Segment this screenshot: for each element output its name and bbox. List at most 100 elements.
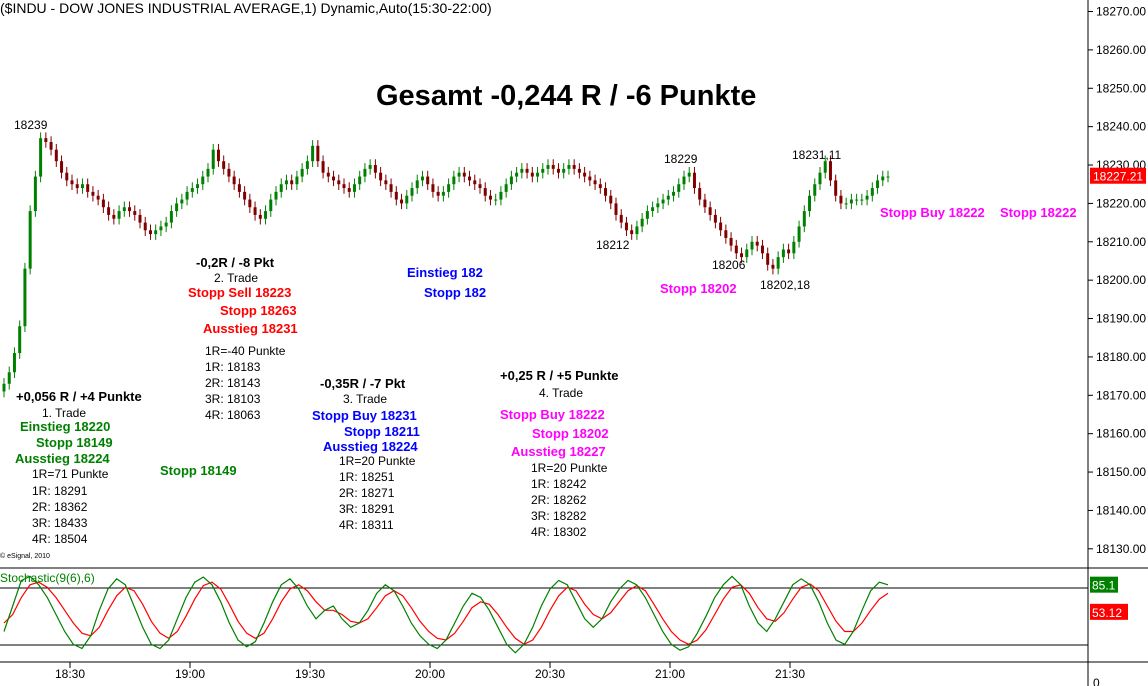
y-tick-label-8: 18210.00 — [1096, 235, 1146, 249]
candle-body-1 — [7, 372, 11, 384]
y-tick-label-7: 18200.00 — [1096, 273, 1146, 287]
candle-body-149 — [781, 249, 785, 258]
candle-body-96 — [504, 184, 508, 192]
candle-body-32 — [169, 211, 173, 223]
candle-body-143 — [750, 241, 754, 250]
candle-body-160 — [839, 195, 843, 204]
x-tick-label-2: 19:30 — [295, 667, 325, 681]
candle-body-114 — [598, 184, 602, 189]
candle-body-166 — [870, 188, 874, 196]
candle-body-106 — [556, 168, 560, 173]
stoch-d-label: 53.12 — [1092, 606, 1122, 620]
candle-body-164 — [860, 199, 864, 201]
trade4-order-1: Stopp Buy 18222 — [500, 407, 605, 422]
candle-body-0 — [2, 383, 6, 392]
y-tick-label-13: 18260.00 — [1096, 43, 1146, 57]
trade1-target-1: 1R: 18291 — [32, 484, 88, 498]
candle-body-109 — [572, 165, 576, 169]
candle-body-65 — [342, 184, 346, 189]
note-stopp: Stopp 182 — [424, 285, 487, 300]
candle-body-29 — [154, 230, 158, 235]
annot-18231: 18231,11 — [792, 148, 842, 162]
candle-body-162 — [849, 199, 853, 204]
trade4-target-2: 2R: 18262 — [531, 493, 587, 507]
candle-body-147 — [771, 264, 775, 269]
candle-body-94 — [494, 199, 498, 201]
candle-body-85 — [447, 184, 451, 192]
candle-body-58 — [305, 161, 309, 169]
candle-body-20 — [107, 207, 111, 215]
candle-body-89 — [468, 176, 472, 181]
candle-body-156 — [818, 172, 822, 185]
candle-body-14 — [75, 184, 79, 189]
stoch-k-label: 85.1 — [1092, 579, 1116, 593]
trade4-r-unit: 1R=20 Punkte — [531, 461, 608, 475]
candle-body-31 — [164, 222, 168, 227]
candle-body-67 — [352, 184, 356, 192]
trade2-result: -0,2R / -8 Pkt — [196, 255, 275, 270]
y-tick-label-6: 18190.00 — [1096, 312, 1146, 326]
candle-body-153 — [802, 211, 806, 227]
trade4-result: +0,25 R / +5 Punkte — [500, 368, 619, 383]
candle-body-57 — [300, 168, 304, 177]
annot-18202: 18202,18 — [760, 278, 811, 292]
chart-header: ($INDU - DOW JONES INDUSTRIAL AVERAGE,1)… — [0, 0, 492, 16]
candle-body-97 — [509, 176, 513, 185]
x-tick-label-5: 21:00 — [655, 667, 685, 681]
candle-body-163 — [855, 199, 859, 201]
candle-body-47 — [248, 199, 252, 208]
headline: Gesamt -0,244 R / -6 Punkte — [376, 80, 757, 112]
trade2-title: 2. Trade — [214, 271, 259, 285]
y-tick-label-2: 18150.00 — [1096, 465, 1146, 479]
stoch-k-line — [3, 575, 889, 654]
candle-body-76 — [400, 199, 404, 204]
x-tick-label-1: 19:00 — [175, 667, 205, 681]
candle-body-108 — [567, 165, 571, 169]
candle-body-35 — [185, 191, 189, 200]
trade2-target-3: 3R: 18103 — [205, 392, 261, 406]
candle-body-120 — [630, 230, 634, 235]
x-tick-label-6: 21:30 — [775, 667, 805, 681]
trade1-order-3: Ausstieg 18224 — [15, 451, 110, 466]
candle-body-59 — [311, 145, 315, 162]
candle-body-74 — [389, 184, 393, 192]
candle-body-151 — [792, 241, 796, 254]
candle-body-12 — [65, 172, 69, 181]
candle-body-93 — [488, 195, 492, 200]
candle-body-84 — [441, 191, 445, 196]
candle-body-10 — [54, 149, 58, 162]
candle-body-104 — [546, 165, 550, 169]
candle-body-41 — [216, 149, 220, 162]
candle-body-123 — [645, 211, 649, 219]
candle-body-134 — [703, 199, 707, 208]
y-tick-label-1: 18140.00 — [1096, 503, 1146, 517]
trade3-order-3: Ausstieg 18224 — [323, 439, 418, 454]
annot-18212: 18212 — [596, 238, 630, 252]
candle-body-51 — [269, 199, 273, 212]
trade1-extra-stop: Stopp 18149 — [160, 463, 237, 478]
candle-body-115 — [604, 188, 608, 196]
candle-body-6 — [33, 176, 37, 212]
y-tick-label-11: 18240.00 — [1096, 120, 1146, 134]
note-stopp-18202: Stopp 18202 — [660, 281, 737, 296]
candle-body-53 — [279, 184, 283, 192]
y-tick-label-3: 18160.00 — [1096, 427, 1146, 441]
candle-body-68 — [358, 176, 362, 185]
trade3-order-1: Stopp Buy 18231 — [312, 408, 417, 423]
candle-body-112 — [588, 176, 592, 181]
candle-body-113 — [593, 180, 597, 185]
candle-body-148 — [776, 257, 780, 269]
candle-body-118 — [619, 214, 623, 223]
candle-body-133 — [698, 188, 702, 200]
candle-body-26 — [138, 214, 142, 223]
candle-body-141 — [740, 253, 744, 258]
candle-body-105 — [551, 165, 555, 169]
candle-body-13 — [70, 180, 74, 185]
candle-body-48 — [253, 207, 257, 215]
candle-body-62 — [326, 172, 330, 177]
trade3-r-unit: 1R=20 Punkte — [339, 454, 416, 468]
candle-body-87 — [457, 172, 461, 177]
trade2-target-4: 4R: 18063 — [205, 408, 261, 422]
candle-body-121 — [635, 226, 639, 235]
